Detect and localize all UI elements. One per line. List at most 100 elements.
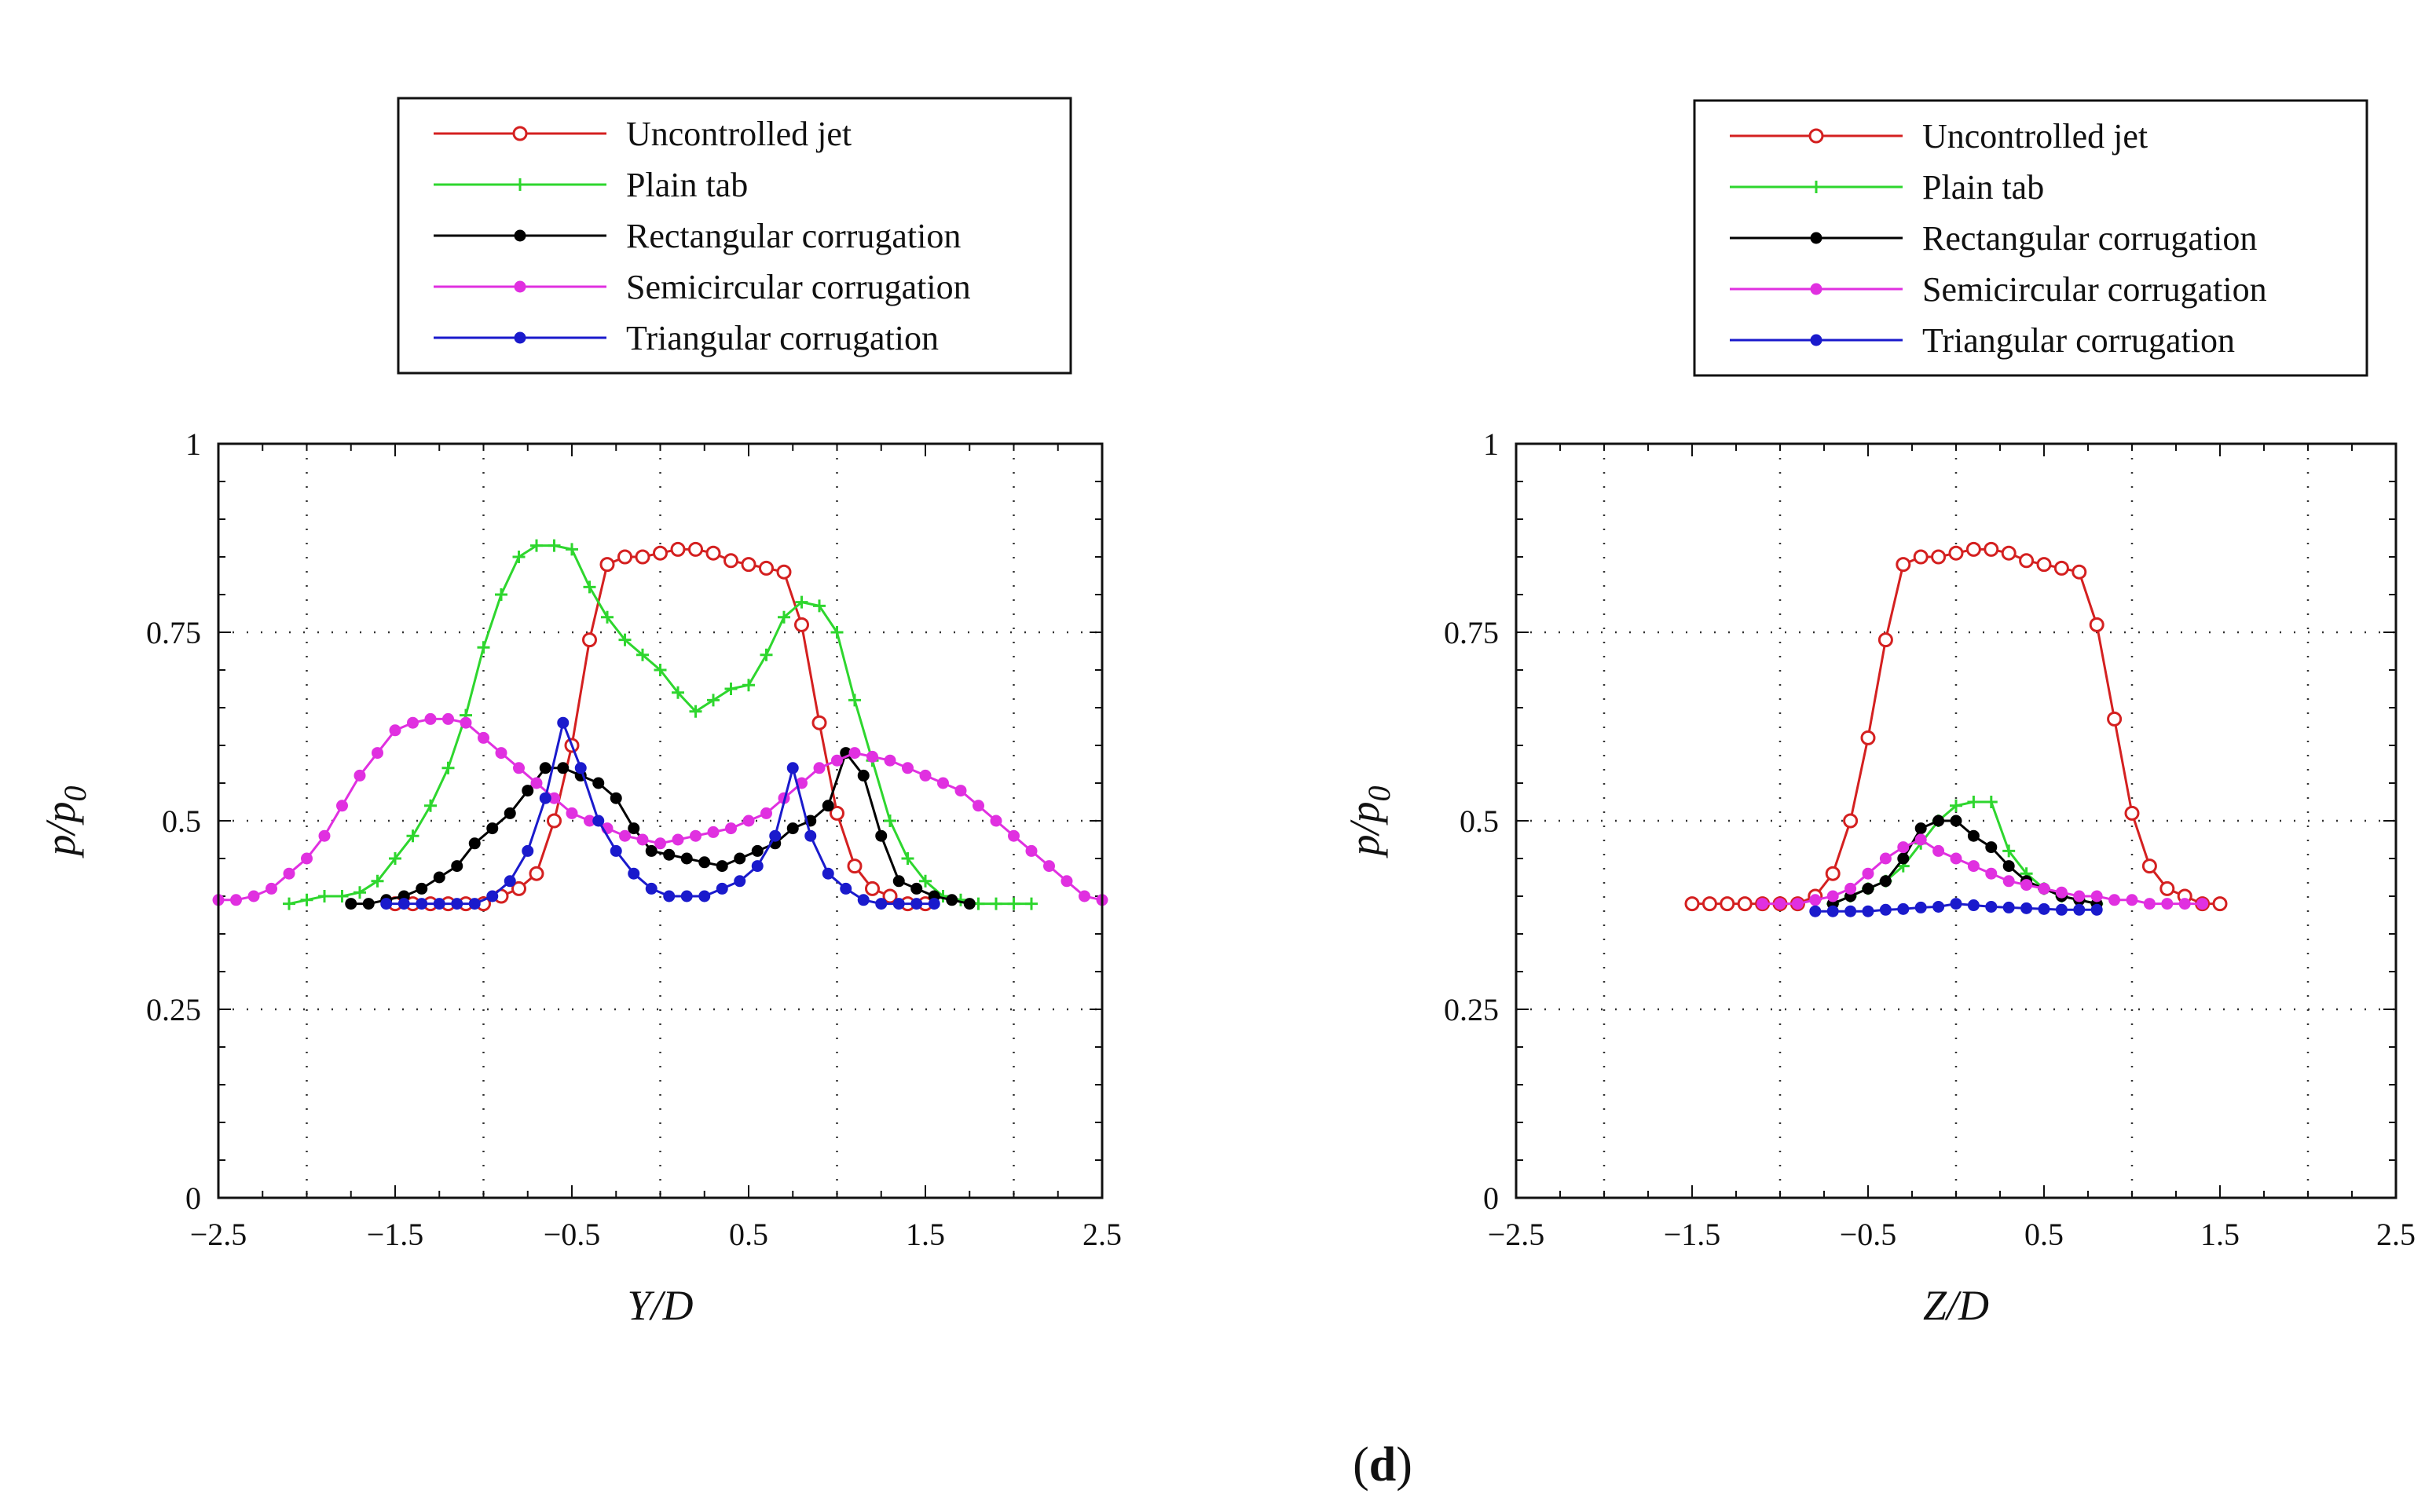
data-point — [1914, 901, 1927, 913]
data-point — [882, 888, 898, 904]
data-point — [318, 829, 331, 842]
data-point — [2019, 553, 2035, 569]
data-point — [300, 893, 313, 906]
caption-close-paren: ) — [1396, 1438, 1412, 1492]
data-point — [547, 813, 562, 829]
data-point — [433, 898, 445, 910]
legend-marker — [514, 331, 526, 344]
data-point — [813, 599, 826, 613]
data-point — [2038, 902, 2050, 915]
legend-label: Rectangular corrugation — [626, 217, 961, 255]
data-point — [1720, 896, 1735, 912]
data-point — [610, 792, 622, 804]
data-point — [1809, 894, 1822, 906]
series-semicircular-corrugation — [212, 712, 1108, 906]
figure-caption: (d) — [1353, 1438, 1412, 1492]
series-triangular-corrugation — [1809, 898, 2103, 917]
data-point — [557, 762, 570, 774]
data-point — [2178, 898, 2191, 910]
data-point — [1844, 905, 1857, 917]
data-point — [1844, 882, 1857, 895]
data-point — [416, 898, 428, 910]
data-point — [442, 712, 454, 725]
legend-item-plain-tab: Plain tab — [1730, 168, 2044, 207]
data-point — [566, 807, 578, 819]
x-tick-label: 2.5 — [2376, 1217, 2416, 1252]
data-point — [990, 897, 1002, 910]
data-point — [468, 837, 481, 850]
data-point — [424, 799, 437, 812]
data-point — [504, 875, 516, 888]
data-point — [1843, 813, 1859, 829]
x-tick-label: 1.5 — [906, 1217, 945, 1252]
legend-marker — [514, 178, 526, 191]
data-point — [698, 856, 711, 869]
data-point — [230, 894, 242, 906]
data-point — [760, 807, 772, 819]
data-point — [1950, 799, 1962, 812]
data-point — [353, 886, 366, 899]
data-point — [688, 541, 703, 557]
data-point — [1897, 902, 1910, 915]
data-point — [1985, 900, 1998, 913]
data-point — [318, 890, 331, 902]
data-point — [1967, 829, 1980, 842]
data-point — [680, 852, 693, 865]
data-point — [362, 898, 375, 910]
data-point — [2090, 903, 2103, 916]
plot-frame — [1515, 442, 2398, 1199]
legend-item-plain-tab: Plain tab — [434, 166, 748, 204]
data-point — [460, 716, 472, 729]
data-point — [1914, 822, 1927, 835]
data-point — [389, 852, 401, 865]
y-tick-label: 0.5 — [1460, 804, 1499, 839]
legend-label: Plain tab — [626, 166, 748, 204]
data-point — [1897, 852, 1910, 865]
data-point — [301, 852, 313, 865]
data-point — [566, 543, 578, 556]
data-point — [1984, 541, 1999, 557]
legend-label: Semicircular corrugation — [626, 268, 971, 306]
legend: Uncontrolled jet Plain tab Rectangular cor… — [397, 97, 1072, 375]
data-point — [741, 557, 756, 573]
x-tick-label: 2.5 — [1082, 1217, 1122, 1252]
data-point — [672, 686, 684, 699]
data-point — [2053, 560, 2069, 576]
data-point — [1684, 896, 1700, 912]
data-point — [2020, 902, 2033, 914]
legend-marker — [514, 229, 526, 242]
data-point — [2020, 879, 2033, 891]
data-point — [751, 860, 764, 873]
data-point — [1932, 815, 1945, 827]
data-point — [2055, 886, 2068, 899]
data-point — [486, 890, 499, 902]
y-axis-title: p/p0 — [1341, 785, 1397, 859]
data-point — [2108, 894, 2121, 906]
data-point — [2212, 896, 2228, 912]
data-point — [769, 829, 782, 842]
data-point — [504, 807, 516, 819]
x-axis-title: Z/D — [1923, 1282, 1989, 1329]
data-point — [2002, 860, 2015, 873]
data-point — [2038, 882, 2050, 895]
legend-item-semicircular-corrugation: Semicircular corrugation — [1730, 270, 2267, 309]
data-point — [513, 762, 525, 774]
data-point — [990, 815, 1002, 827]
data-point — [451, 898, 463, 910]
data-point — [283, 897, 295, 910]
data-point — [1862, 882, 1874, 895]
data-point — [866, 750, 878, 763]
data-point — [742, 679, 755, 692]
data-point — [335, 890, 349, 902]
data-point — [372, 747, 383, 760]
data-point — [1967, 860, 1980, 873]
data-point — [857, 894, 870, 906]
legend-label: Uncontrolled jet — [626, 115, 852, 153]
y-tick-label: 1 — [1483, 427, 1499, 462]
data-point — [653, 545, 668, 561]
data-point — [2073, 890, 2086, 902]
y-tick-label: 0.25 — [146, 992, 201, 1027]
data-point — [919, 874, 932, 888]
data-point — [1967, 899, 1980, 912]
